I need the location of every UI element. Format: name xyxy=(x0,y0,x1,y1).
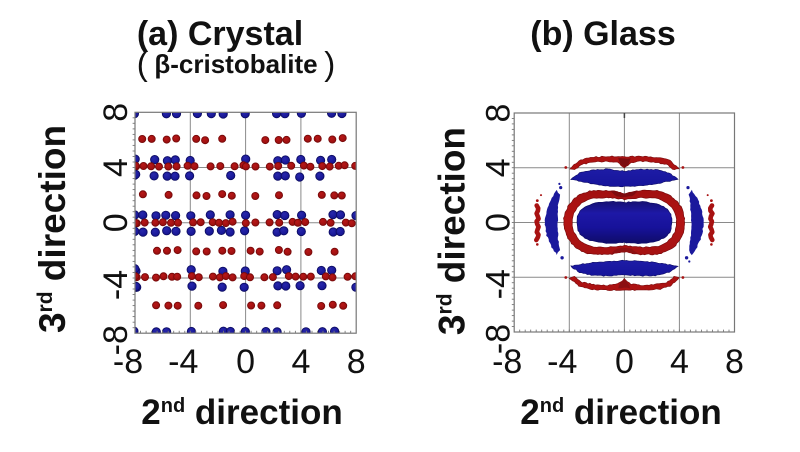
svg-text:0: 0 xyxy=(615,343,634,381)
svg-text:-4: -4 xyxy=(547,343,577,381)
svg-text:-8: -8 xyxy=(113,343,143,381)
svg-text:-4: -4 xyxy=(97,270,135,300)
svg-text:4: 4 xyxy=(480,158,518,177)
svg-text:( β-cristobalite ): ( β-cristobalite ) xyxy=(137,45,335,82)
svg-text:2nd direction: 2nd direction xyxy=(141,393,342,432)
svg-text:8: 8 xyxy=(480,104,518,123)
svg-text:0: 0 xyxy=(97,213,135,232)
svg-text:-8: -8 xyxy=(492,343,522,381)
svg-text:8: 8 xyxy=(97,103,135,122)
svg-text:0: 0 xyxy=(236,343,255,381)
svg-text:(b) Glass: (b) Glass xyxy=(530,15,675,53)
svg-text:3rd direction: 3rd direction xyxy=(32,125,73,333)
svg-text:3rd direction: 3rd direction xyxy=(432,127,473,335)
svg-text:8: 8 xyxy=(347,343,366,381)
svg-text:4: 4 xyxy=(97,158,135,177)
svg-text:-8: -8 xyxy=(97,325,135,355)
svg-text:-4: -4 xyxy=(168,343,198,381)
svg-text:0: 0 xyxy=(480,213,518,232)
svg-text:-4: -4 xyxy=(480,269,518,299)
svg-text:-8: -8 xyxy=(480,324,518,354)
svg-text:8: 8 xyxy=(725,343,744,381)
svg-text:4: 4 xyxy=(670,343,689,381)
svg-text:(a) Crystal: (a) Crystal xyxy=(137,15,303,53)
svg-text:2nd direction: 2nd direction xyxy=(520,393,721,432)
svg-text:4: 4 xyxy=(291,343,310,381)
